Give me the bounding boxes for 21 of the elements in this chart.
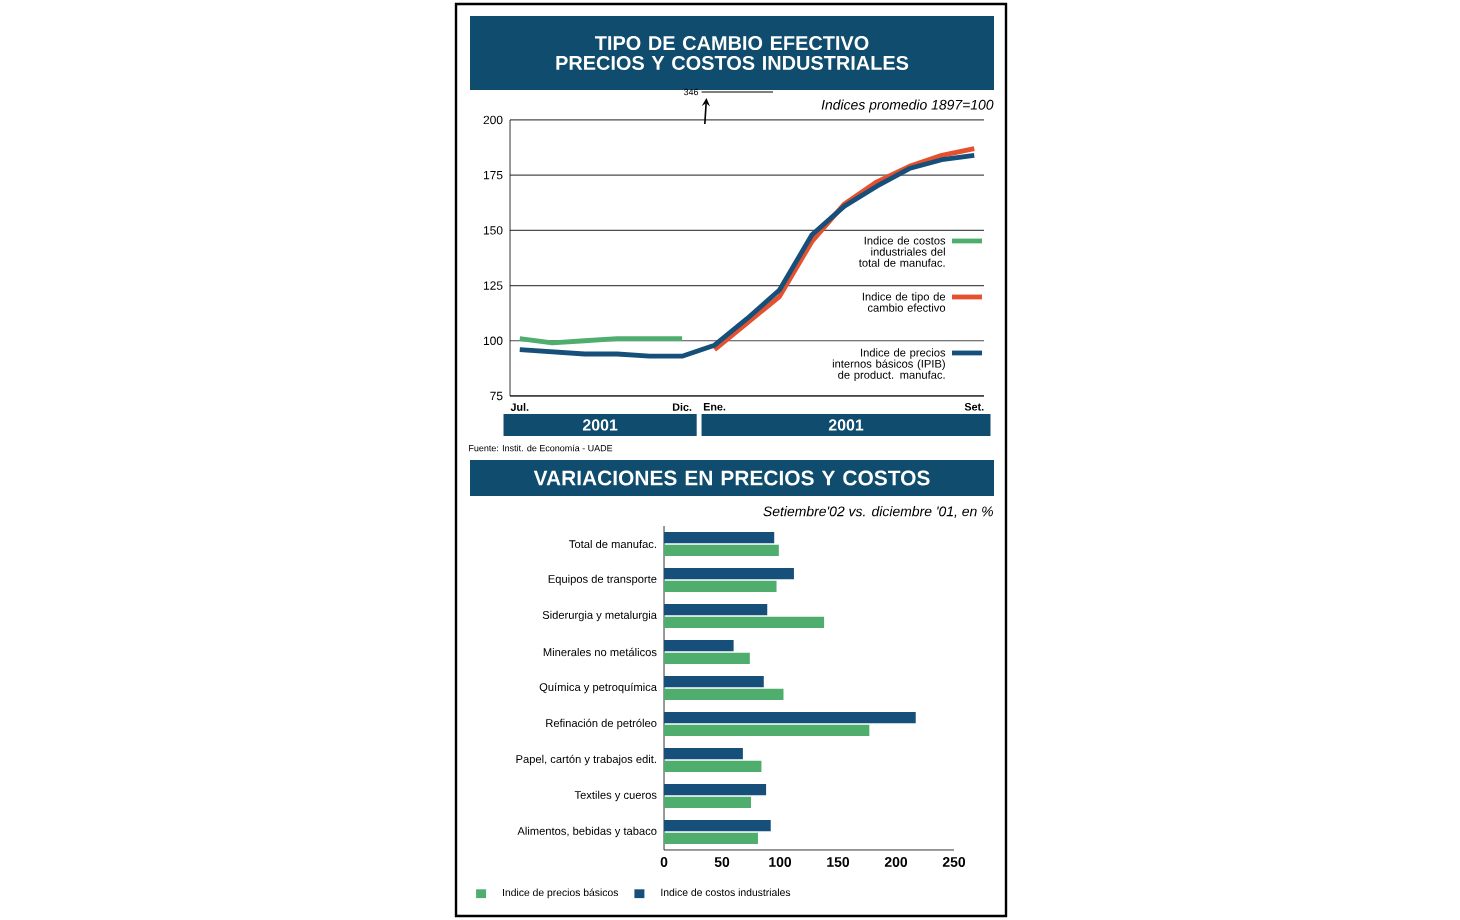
bar [664, 544, 779, 556]
bar [664, 711, 916, 724]
bar [664, 688, 784, 700]
bar [664, 603, 768, 616]
bar [664, 567, 794, 580]
bar [664, 652, 750, 664]
bar [664, 639, 734, 652]
bar [664, 832, 758, 844]
bar [664, 724, 870, 736]
bar [664, 675, 764, 688]
bar [664, 531, 775, 544]
bar [664, 819, 771, 832]
chart-title: TIPO DE CAMBIO EFECTIVO PRECIOS Y COSTOS INDUSTRIALES [556, 35, 909, 70]
bar [664, 747, 743, 760]
bar [664, 796, 752, 808]
chart-title: VARIACIONES EN PRECIOS Y COSTOS [533, 470, 930, 486]
bar [664, 760, 762, 772]
bar [664, 783, 767, 796]
bar [664, 616, 825, 628]
line-series [712, 146, 977, 352]
bar [664, 580, 777, 592]
